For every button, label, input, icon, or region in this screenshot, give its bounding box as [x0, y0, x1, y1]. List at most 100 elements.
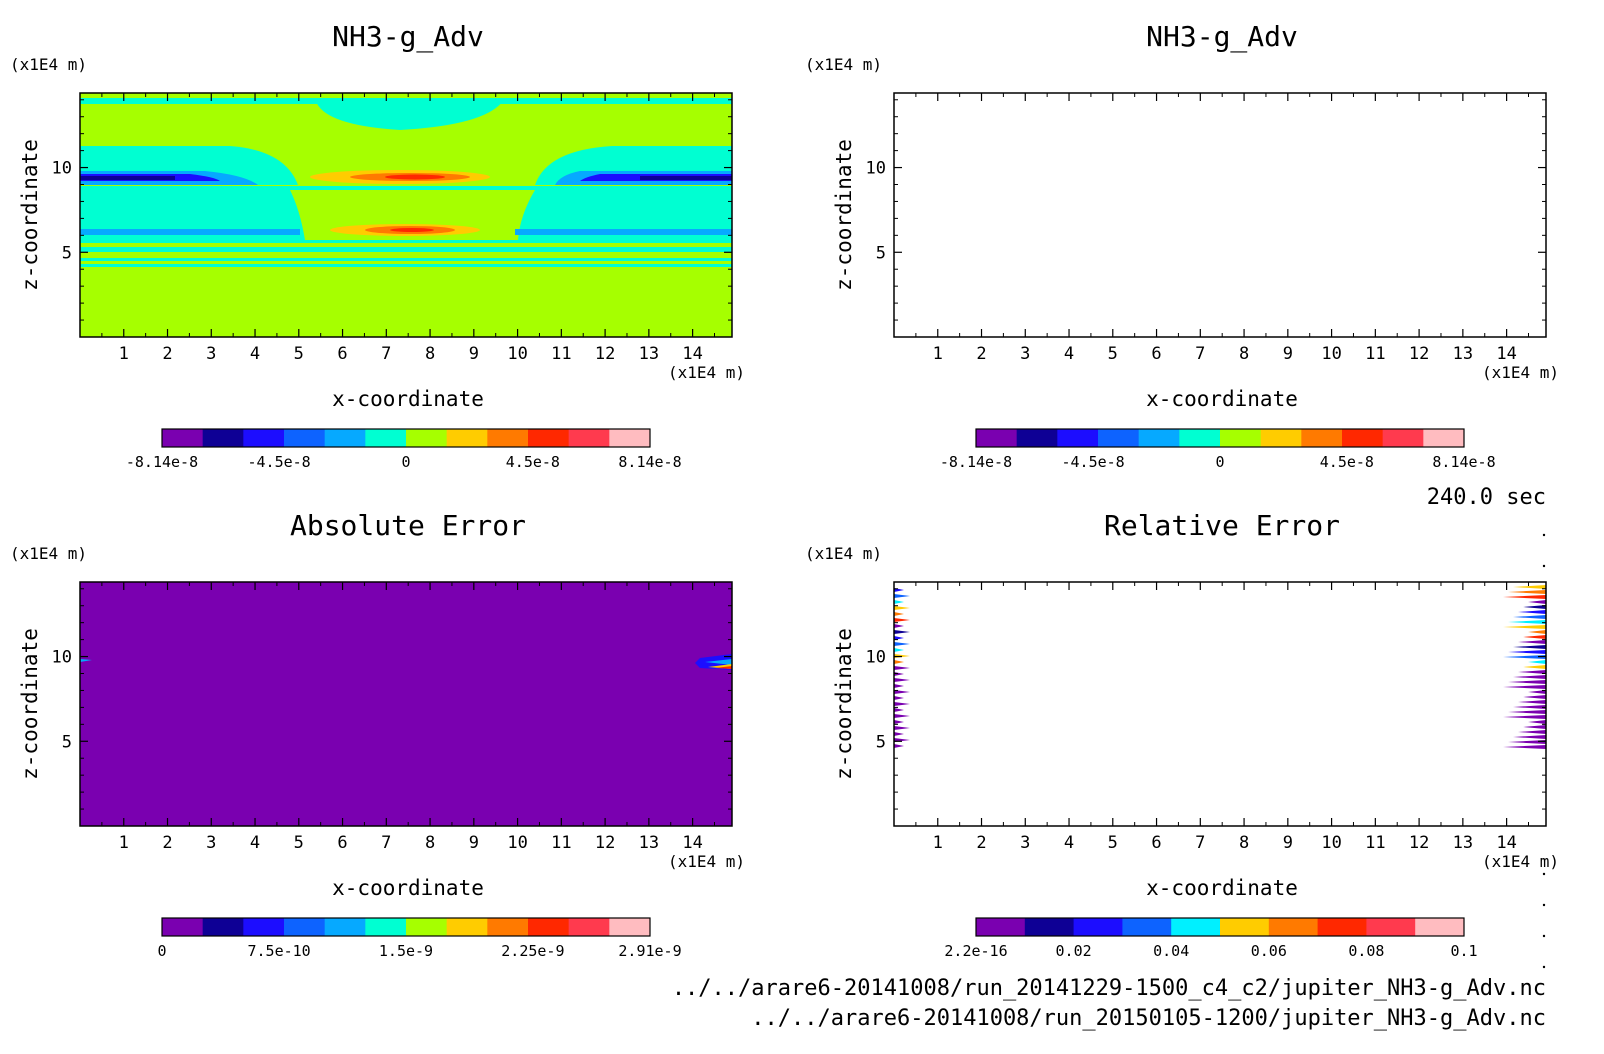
x-tick-label: 4	[250, 344, 260, 364]
colorbar-tick-label: 2.2e-16	[944, 942, 1007, 960]
error-streak	[1513, 615, 1546, 619]
colorbar-swatch	[487, 918, 529, 936]
error-streak	[894, 600, 904, 604]
error-region-right	[1503, 585, 1546, 749]
x-tick-label: 3	[206, 344, 216, 364]
x-tick-label: 11	[1365, 833, 1385, 853]
colorbar-swatch	[1024, 918, 1075, 936]
x-tick-label: 14	[1496, 344, 1516, 364]
colorbar-tick-label: 0.04	[1153, 942, 1189, 960]
error-streak	[1503, 715, 1546, 719]
colorbar: -8.14e-8 -4.5e-8 0 4.5e-8 8.14e-8	[126, 428, 682, 471]
colorbar-swatch	[609, 429, 651, 447]
x-tick-label: 9	[469, 833, 479, 853]
x-tick-label: 5	[294, 833, 304, 853]
y-axis-label: z-coordinate	[832, 139, 856, 291]
x-tick-label: 4	[1064, 833, 1074, 853]
error-streak	[1528, 600, 1546, 604]
x-tick-label: 11	[551, 344, 571, 364]
colorbar: 2.2e-16 0.02 0.04 0.06 0.08 0.1	[944, 917, 1478, 960]
x-axis: 1 2 3 4 5 6 7 8 9 10 11 12 13 14	[101, 582, 715, 853]
error-streak	[894, 612, 904, 616]
error-streak	[1523, 605, 1546, 609]
heatmap-field	[80, 93, 732, 337]
contour-band	[894, 264, 1546, 267]
colorbar-tick-label: 1.5e-9	[379, 942, 433, 960]
x-tick-label: 7	[381, 833, 391, 853]
panel-nh3-adv-left: NH3-g_Adv (x1E4 m)	[10, 20, 745, 471]
colorbar-swatch	[1260, 429, 1302, 447]
x-tick-label: 10	[507, 833, 527, 853]
contour-band	[80, 240, 732, 243]
x-unit-label: (x1E4 m)	[1482, 852, 1559, 871]
contour-region	[518, 190, 732, 240]
colorbar-tick-label: -4.5e-8	[1062, 453, 1125, 471]
contour-lobe	[1394, 174, 1546, 181]
x-unit-label: (x1E4 m)	[1482, 363, 1559, 382]
x-tick-label: 5	[294, 344, 304, 364]
error-streak	[1508, 590, 1546, 594]
colorbar-swatch	[568, 429, 610, 447]
y-tick-label: 5	[876, 243, 886, 263]
error-blob	[705, 659, 732, 665]
x-tick-label: 6	[337, 344, 347, 364]
y-tick-label: 5	[62, 732, 72, 752]
y-axis-label: z-coordinate	[832, 628, 856, 780]
colorbar-swatch	[202, 918, 244, 936]
colorbar-swatch	[1016, 429, 1058, 447]
x-axis: 1 2 3 4 5 6 7 8 9 10 11 12 13 14	[915, 582, 1529, 853]
x-tick-label: 2	[162, 344, 172, 364]
colorbar-swatch	[1301, 429, 1343, 447]
colorbar-tick-label: 0	[401, 453, 410, 471]
colorbar-swatch	[609, 918, 651, 936]
y-tick-label: 10	[52, 648, 72, 668]
error-streak	[1518, 670, 1546, 674]
y-tick-label: 5	[876, 732, 886, 752]
x-tick-label: 8	[425, 344, 435, 364]
colorbar-tick-label: 8.14e-8	[1432, 453, 1495, 471]
contour-lobe	[894, 146, 1112, 185]
file-path-2: ../../arare6-20141008/run_20150105-1200/…	[751, 1006, 1546, 1031]
x-tick-label: 12	[1409, 833, 1429, 853]
x-tick-label: 2	[162, 833, 172, 853]
error-streak	[1523, 725, 1546, 729]
error-streak	[894, 726, 910, 730]
field-background	[894, 93, 1546, 337]
x-tick-label: 2	[976, 833, 986, 853]
panel-relative-error: Relative Error (x1E4 m) 1 2 3 4 5 6 7 8 9 10 11 12 1…	[805, 509, 1559, 960]
y-unit-label: (x1E4 m)	[805, 544, 882, 563]
colorbar-swatch	[243, 918, 285, 936]
colorbar: 0 7.5e-10 1.5e-9 2.25e-9 2.91e-9	[157, 917, 682, 960]
x-tick-label: 6	[1151, 833, 1161, 853]
colorbar-frame	[161, 428, 651, 448]
error-streak	[1503, 685, 1546, 689]
colorbar-tick-label: 0.06	[1251, 942, 1287, 960]
colorbar-swatch	[976, 429, 1018, 447]
x-unit-label: (x1E4 m)	[668, 852, 745, 871]
y-unit-label: (x1E4 m)	[10, 55, 87, 74]
error-streak	[894, 702, 910, 706]
dot	[1542, 903, 1546, 907]
contour-band	[894, 258, 1546, 261]
contour-band	[80, 264, 732, 267]
colorbar-tick-label: 8.14e-8	[618, 453, 681, 471]
colorbar-tick-label: 0	[1215, 453, 1224, 471]
colorbar-swatch	[284, 918, 326, 936]
colorbar-swatch	[1415, 918, 1465, 936]
error-streak	[1508, 710, 1546, 714]
error-streak	[1513, 735, 1546, 739]
colorbar-tick-label: -8.14e-8	[940, 453, 1012, 471]
x-tick-label: 14	[682, 344, 702, 364]
plot-frame	[893, 92, 1547, 338]
colorbar-swatch	[162, 918, 204, 936]
colorbar-swatch	[1268, 918, 1319, 936]
colorbar-swatch	[1382, 429, 1424, 447]
error-streak	[1508, 740, 1546, 744]
error-blob	[80, 659, 92, 662]
error-streak	[894, 618, 910, 622]
error-streak	[1523, 635, 1546, 639]
error-streak	[1513, 585, 1546, 589]
error-streak	[1503, 655, 1546, 659]
x-tick-label: 3	[1020, 833, 1030, 853]
colorbar-swatch	[976, 918, 1026, 936]
